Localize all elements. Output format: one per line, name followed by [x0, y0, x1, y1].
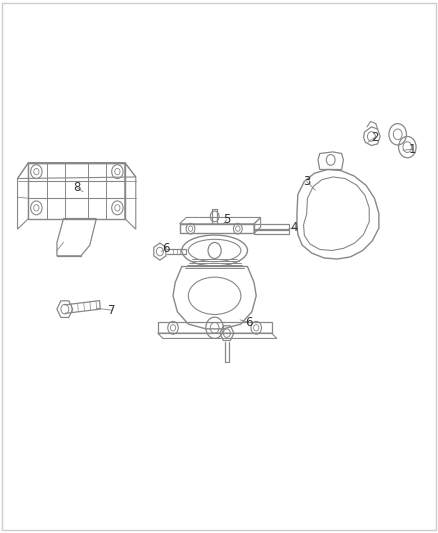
Text: 5: 5: [223, 213, 230, 226]
Text: 2: 2: [371, 131, 378, 144]
Text: 6: 6: [162, 243, 170, 255]
Text: 4: 4: [290, 221, 298, 234]
Text: 8: 8: [73, 181, 80, 194]
Text: 6: 6: [245, 316, 253, 329]
Text: 7: 7: [108, 304, 116, 317]
Text: 3: 3: [303, 175, 310, 188]
Text: 1: 1: [409, 143, 417, 156]
